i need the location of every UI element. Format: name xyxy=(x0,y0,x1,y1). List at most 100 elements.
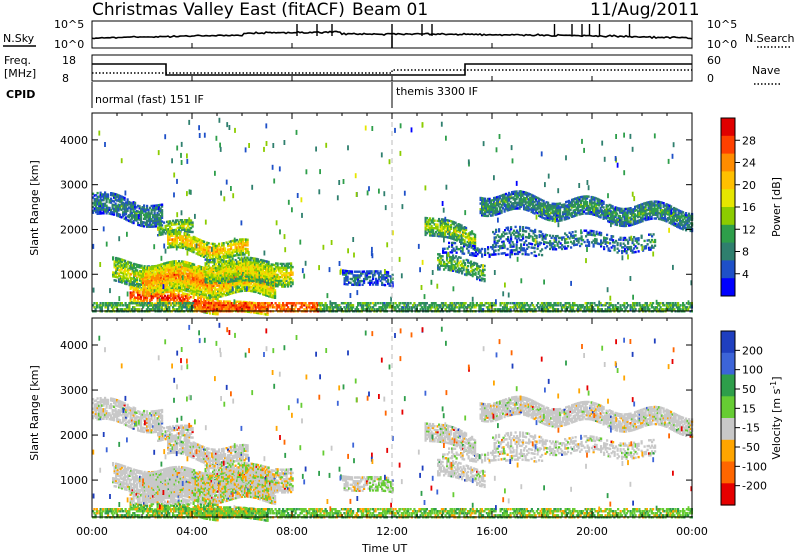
power-cell xyxy=(465,243,467,245)
power-cell xyxy=(460,257,462,259)
freq-tick-high: 18 xyxy=(62,54,76,67)
power-cell xyxy=(209,312,211,314)
power-cell xyxy=(277,262,279,264)
power-cell xyxy=(351,270,353,272)
power-cell xyxy=(468,250,470,252)
power-cell xyxy=(465,227,467,229)
power-cell xyxy=(477,247,479,249)
freq-unit: [MHz] xyxy=(4,67,36,80)
power-cell xyxy=(160,222,162,224)
power-cell xyxy=(110,198,112,200)
power-cell xyxy=(543,200,545,202)
power-cell xyxy=(130,262,132,264)
nave-tick-high: 60 xyxy=(707,54,721,67)
power-cell xyxy=(262,271,264,273)
power-cell xyxy=(143,204,145,206)
power-cell xyxy=(139,205,141,207)
power-cell xyxy=(434,220,436,222)
power-cell xyxy=(292,279,294,281)
nave-tick-low: 0 xyxy=(707,72,714,85)
power-cell xyxy=(495,249,497,251)
power-cell xyxy=(456,252,458,254)
freq-trace xyxy=(92,64,692,75)
power-cell xyxy=(218,243,220,245)
power-cell xyxy=(384,284,386,286)
power-cell xyxy=(161,204,163,206)
power-cell xyxy=(534,247,536,249)
power-cell xyxy=(520,243,522,245)
power-cell xyxy=(452,254,454,256)
power-cell xyxy=(190,296,192,298)
power-cell xyxy=(165,232,167,234)
power-cell xyxy=(535,255,537,257)
power-cell xyxy=(277,274,279,276)
power-cell xyxy=(467,259,469,261)
power-cell xyxy=(136,269,138,271)
power-cell xyxy=(137,288,139,290)
power-cell xyxy=(507,248,509,250)
cpid-mode-2: themis 3300 IF xyxy=(396,85,478,98)
power-cell xyxy=(223,242,225,244)
power-cell xyxy=(501,210,503,212)
cpid-label: CPID xyxy=(6,88,35,101)
power-cell xyxy=(547,202,549,204)
power-cell xyxy=(461,224,463,226)
power-cell xyxy=(197,294,199,296)
power-cell xyxy=(474,245,476,247)
power-cell xyxy=(387,279,389,281)
nave-label: Nave xyxy=(752,64,780,77)
power-cell xyxy=(470,261,472,263)
power-cell xyxy=(127,198,129,200)
power-cell xyxy=(112,256,114,258)
power-cell xyxy=(455,255,457,257)
power-cell xyxy=(161,209,163,211)
power-cell xyxy=(523,244,525,246)
power-cell xyxy=(454,260,456,262)
power-cell xyxy=(481,253,483,255)
power-cell xyxy=(134,202,136,204)
power-cell xyxy=(392,281,394,283)
power-cell xyxy=(124,197,126,199)
date-title: 11/Aug/2011 xyxy=(590,0,700,20)
power-cell xyxy=(232,257,234,259)
power-cell xyxy=(192,221,194,223)
power-cell xyxy=(495,253,497,255)
power-cell xyxy=(107,193,109,195)
power-cell xyxy=(160,289,162,291)
power-cell xyxy=(257,258,259,260)
power-cell xyxy=(455,222,457,224)
nsearch-label: N.Search xyxy=(745,32,795,45)
nsearch-tick-low: 10^0 xyxy=(707,38,737,51)
power-cell xyxy=(380,270,382,272)
power-cell xyxy=(371,270,373,272)
power-cell xyxy=(528,246,530,248)
power-cell xyxy=(463,260,465,262)
power-cell xyxy=(437,223,439,225)
power-cell xyxy=(268,261,270,263)
nsearch-tick-high: 10^5 xyxy=(707,18,737,31)
power-cell xyxy=(290,285,292,287)
power-cell xyxy=(203,241,205,243)
power-cell xyxy=(192,231,194,233)
nsky-strip: N.Sky 10^5 10^0 10^5 10^0 N.Search xyxy=(3,18,795,51)
freq-label: Freq. xyxy=(4,54,31,67)
power-cell xyxy=(541,248,543,250)
power-cell xyxy=(208,242,210,244)
power-cell xyxy=(460,260,462,262)
power-cell xyxy=(469,244,471,246)
power-cell xyxy=(522,253,524,255)
power-cell xyxy=(456,246,458,248)
power-cell xyxy=(97,192,99,194)
power-cell xyxy=(163,221,165,223)
power-cell xyxy=(513,243,515,245)
power-cell xyxy=(217,298,219,300)
power-cell xyxy=(531,252,533,254)
power-cell xyxy=(115,203,117,205)
power-cell xyxy=(146,205,148,207)
power-cell xyxy=(454,242,456,244)
power-cell xyxy=(463,253,465,255)
power-cell xyxy=(274,289,276,291)
power-cell xyxy=(119,214,121,216)
power-cell xyxy=(137,222,139,224)
